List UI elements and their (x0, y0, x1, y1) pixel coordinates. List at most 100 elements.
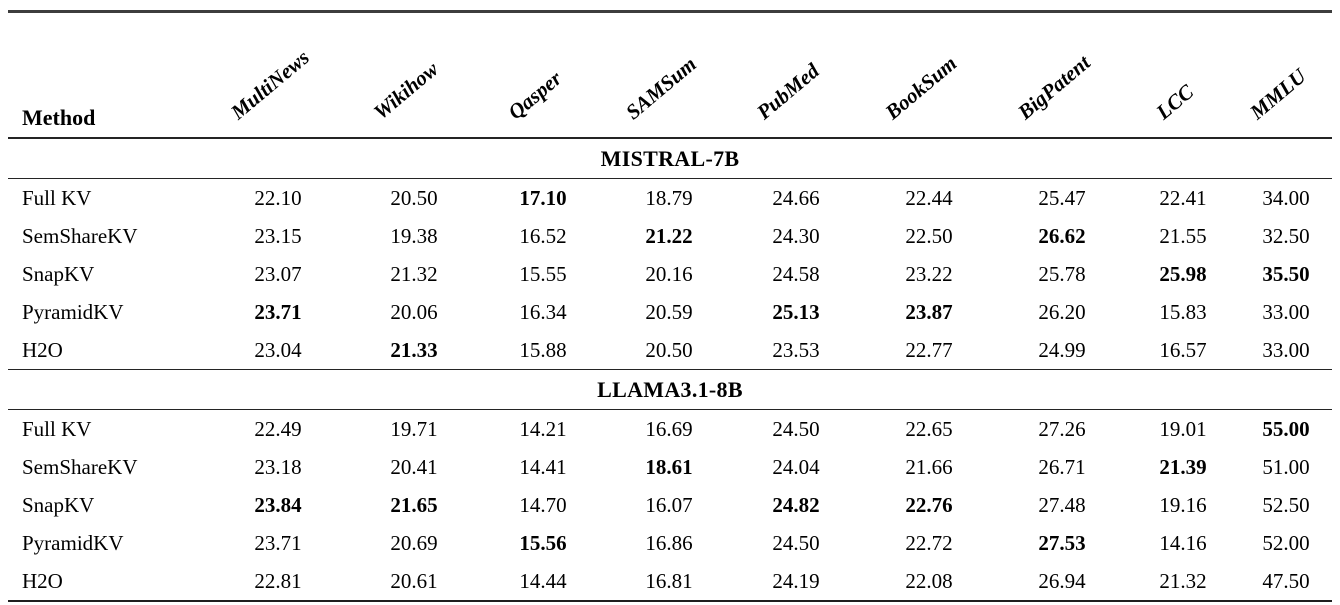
value-cell: 20.41 (390, 454, 438, 479)
value-cell: 14.21 (519, 416, 567, 441)
value-cell: 22.44 (905, 185, 953, 210)
value-cell: 24.19 (772, 568, 820, 593)
value-cell: 16.69 (645, 416, 693, 441)
value-cell: 20.59 (645, 299, 693, 324)
value-cell: 22.49 (254, 416, 302, 441)
value-cell: 24.82 (772, 492, 820, 517)
method-cell: PyramidKV (22, 299, 124, 324)
column-header-pubmed: PubMed (732, 11, 860, 139)
value-cell: 34.00 (1262, 185, 1310, 210)
value-cell: 17.10 (519, 185, 567, 210)
value-cell: 14.16 (1159, 530, 1207, 555)
value-cell: 21.65 (390, 492, 438, 517)
value-cell: 22.08 (905, 568, 953, 593)
value-cell: 26.62 (1038, 223, 1086, 248)
value-cell: 22.50 (905, 223, 953, 248)
value-cell: 22.72 (905, 530, 953, 555)
value-cell: 15.55 (519, 261, 567, 286)
method-cell: Full KV (22, 185, 92, 210)
method-cell: H2O (22, 337, 63, 362)
column-header-row: Method MultiNews Wikihow Qasper SAMSum P… (8, 11, 1332, 139)
value-cell: 16.52 (519, 223, 567, 248)
column-label: Wikihow (368, 56, 443, 125)
section-title: LLAMA3.1-8B (8, 369, 1332, 410)
value-cell: 19.16 (1159, 492, 1207, 517)
value-cell: 18.79 (645, 185, 693, 210)
method-cell: Full KV (22, 416, 92, 441)
method-cell: H2O (22, 568, 63, 593)
table-row-mistral-h2o: H2O 23.04 21.33 15.88 20.50 23.53 22.77 … (8, 331, 1332, 370)
value-cell: 26.71 (1038, 454, 1086, 479)
value-cell: 18.61 (645, 454, 693, 479)
value-cell: 19.01 (1159, 416, 1207, 441)
method-cell: SnapKV (22, 261, 95, 286)
value-cell: 24.66 (772, 185, 820, 210)
value-cell: 22.77 (905, 337, 953, 362)
value-cell: 21.39 (1159, 454, 1207, 479)
value-cell: 14.44 (519, 568, 567, 593)
method-cell: PyramidKV (22, 530, 124, 555)
value-cell: 27.53 (1038, 530, 1086, 555)
value-cell: 26.94 (1038, 568, 1086, 593)
value-cell: 20.50 (390, 185, 438, 210)
value-cell: 35.50 (1262, 261, 1310, 286)
table-row-mistral-semsharekv: SemShareKV 23.15 19.38 16.52 21.22 24.30… (8, 217, 1332, 255)
value-cell: 25.47 (1038, 185, 1086, 210)
value-cell: 23.71 (254, 299, 302, 324)
column-label: BigPatent (1013, 50, 1095, 125)
column-header-qasper: Qasper (480, 11, 606, 139)
section-title: MISTRAL-7B (8, 137, 1332, 179)
table-row-mistral-fullkv: Full KV 22.10 20.50 17.10 18.79 24.66 22… (8, 179, 1332, 218)
value-cell: 33.00 (1262, 299, 1310, 324)
column-header-multinews: MultiNews (208, 11, 348, 139)
value-cell: 24.50 (772, 416, 820, 441)
value-cell: 14.41 (519, 454, 567, 479)
table-row-llama-pyramidkv: PyramidKV 23.71 20.69 15.56 16.86 24.50 … (8, 524, 1332, 562)
value-cell: 15.88 (519, 337, 567, 362)
value-cell: 21.66 (905, 454, 953, 479)
value-cell: 20.50 (645, 337, 693, 362)
value-cell: 20.61 (390, 568, 438, 593)
value-cell: 21.22 (645, 223, 693, 248)
section-header-mistral: MISTRAL-7B (8, 137, 1332, 179)
value-cell: 23.87 (905, 299, 953, 324)
value-cell: 25.98 (1159, 261, 1207, 286)
column-label: LCC (1151, 79, 1199, 125)
column-label: BookSum (880, 51, 962, 125)
column-label: MMLU (1245, 63, 1311, 125)
column-label: MultiNews (226, 45, 314, 125)
value-cell: 16.34 (519, 299, 567, 324)
value-cell: 23.22 (905, 261, 953, 286)
value-cell: 14.70 (519, 492, 567, 517)
value-cell: 21.32 (390, 261, 438, 286)
column-header-booksum: BookSum (860, 11, 998, 139)
value-cell: 16.86 (645, 530, 693, 555)
value-cell: 33.00 (1262, 337, 1310, 362)
value-cell: 20.06 (390, 299, 438, 324)
value-cell: 21.33 (390, 337, 438, 362)
column-header-samsum: SAMSum (606, 11, 732, 139)
value-cell: 21.32 (1159, 568, 1207, 593)
value-cell: 16.57 (1159, 337, 1207, 362)
method-cell: SnapKV (22, 492, 95, 517)
column-label: PubMed (752, 58, 824, 125)
value-cell: 19.38 (390, 223, 438, 248)
value-cell: 24.58 (772, 261, 820, 286)
value-cell: 52.50 (1262, 492, 1310, 517)
value-cell: 32.50 (1262, 223, 1310, 248)
value-cell: 24.99 (1038, 337, 1086, 362)
value-cell: 23.71 (254, 530, 302, 555)
column-header-wikihow: Wikihow (348, 11, 480, 139)
value-cell: 23.07 (254, 261, 302, 286)
value-cell: 24.30 (772, 223, 820, 248)
value-cell: 20.69 (390, 530, 438, 555)
value-cell: 24.04 (772, 454, 820, 479)
value-cell: 52.00 (1262, 530, 1310, 555)
value-cell: 23.04 (254, 337, 302, 362)
value-cell: 21.55 (1159, 223, 1207, 248)
column-label: SAMSum (620, 51, 701, 125)
value-cell: 22.76 (905, 492, 953, 517)
table-row-mistral-snapkv: SnapKV 23.07 21.32 15.55 20.16 24.58 23.… (8, 255, 1332, 293)
value-cell: 22.81 (254, 568, 302, 593)
